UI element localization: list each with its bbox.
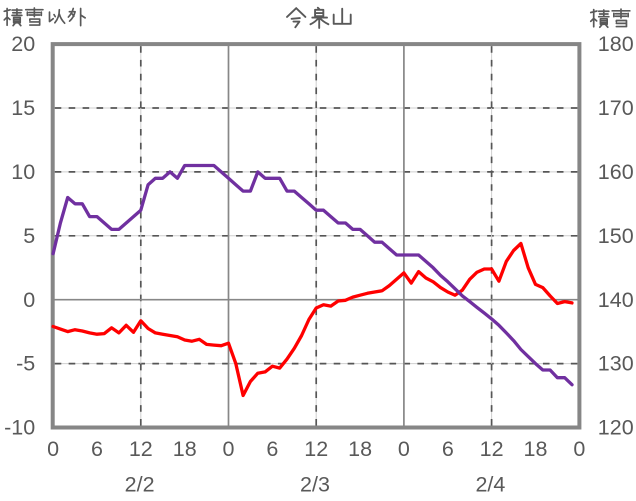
svg-text:2/2: 2/2 [125,472,155,496]
svg-text:150: 150 [598,224,634,248]
svg-text:-10: -10 [4,416,35,440]
svg-text:6: 6 [442,437,454,461]
svg-text:170: 170 [598,96,634,120]
svg-text:5: 5 [23,224,35,248]
svg-text:20: 20 [11,32,35,56]
svg-text:0: 0 [47,437,59,461]
svg-text:12: 12 [304,437,328,461]
svg-text:15: 15 [11,96,35,120]
svg-text:2/4: 2/4 [475,472,505,496]
svg-text:0: 0 [573,437,585,461]
svg-text:18: 18 [173,437,197,461]
svg-text:-5: -5 [16,352,35,376]
svg-text:130: 130 [598,352,634,376]
svg-text:6: 6 [266,437,278,461]
svg-text:10: 10 [11,160,35,184]
svg-text:18: 18 [348,437,372,461]
svg-text:180: 180 [598,32,634,56]
svg-text:0: 0 [398,437,410,461]
svg-text:120: 120 [598,416,634,440]
svg-text:160: 160 [598,160,634,184]
svg-text:0: 0 [23,288,35,312]
svg-text:12: 12 [480,437,504,461]
svg-text:12: 12 [129,437,153,461]
svg-text:18: 18 [524,437,548,461]
svg-text:6: 6 [91,437,103,461]
svg-text:140: 140 [598,288,634,312]
svg-text:0: 0 [223,437,235,461]
svg-text:2/3: 2/3 [300,472,330,496]
